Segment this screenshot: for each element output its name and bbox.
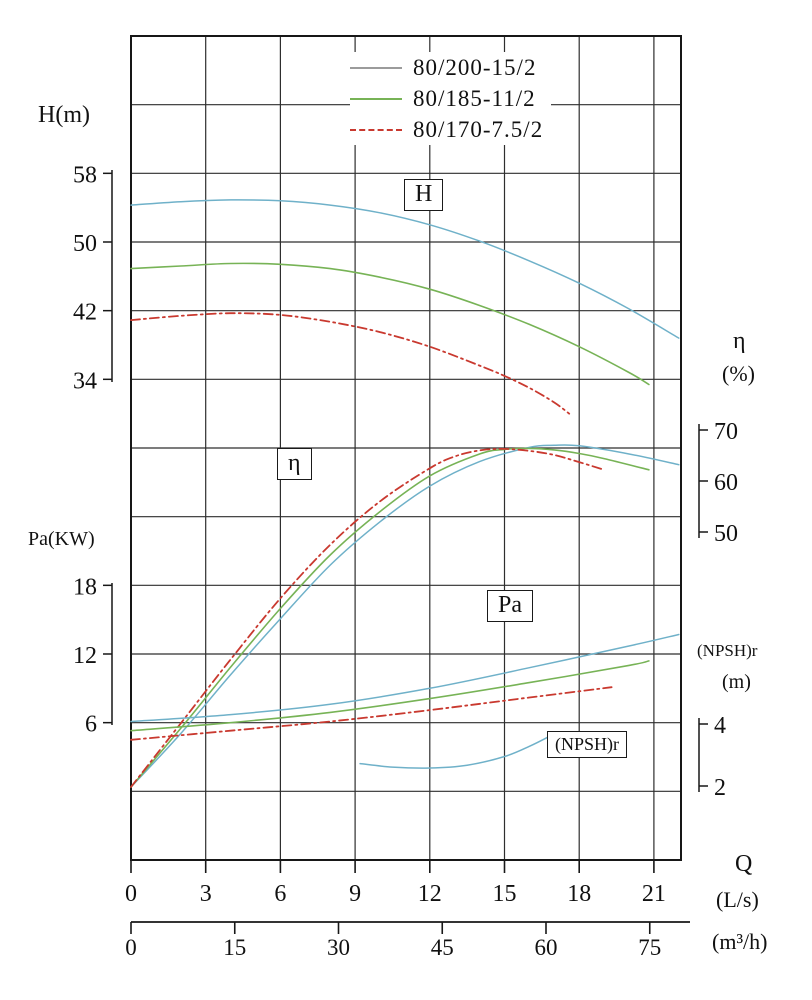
pa-tick-label: 12 [73, 643, 97, 669]
pa-tick-label: 18 [73, 574, 97, 600]
h-tick-label: 42 [73, 300, 97, 326]
q-ls-tick-label: 21 [642, 881, 666, 907]
npsh-tick-label: 4 [714, 713, 726, 739]
q-m3h-axis-unit: (m³/h) [712, 929, 768, 954]
npsh-tick-label: 2 [714, 775, 726, 801]
pa-curve-label: Pa [487, 590, 533, 622]
legend-line-sample [350, 128, 402, 131]
q-m3h-tick-label: 60 [535, 935, 558, 960]
legend-label: 80/200-15/2 [413, 54, 537, 80]
h-tick-label: 58 [73, 162, 97, 188]
eta-tick-label: 50 [714, 521, 738, 547]
eta-axis-unit: (%) [722, 361, 755, 386]
legend-item: 80/200-15/2 [350, 52, 543, 83]
npsh-axis-title: (NPSH)r [697, 641, 758, 660]
curve-Pa-80/200-15/2 [130, 633, 680, 723]
q-m3h-tick-label: 75 [638, 935, 661, 960]
h-axis-title: H(m) [38, 102, 90, 128]
curve-H-80/185-11/2 [130, 262, 650, 386]
legend-line-sample [350, 66, 402, 69]
q-axis-unit: (L/s) [716, 887, 759, 912]
curve-eta-80/200-15/2 [130, 444, 680, 788]
legend-label: 80/185-11/2 [413, 85, 536, 111]
legend-item: 80/185-11/2 [350, 83, 543, 114]
h-curve-label: H [404, 179, 444, 211]
plot-border [130, 35, 682, 861]
npsh-curve-label: (NPSH)r [547, 731, 628, 758]
h-tick-label: 50 [73, 231, 97, 257]
legend-item: 80/170-7.5/2 [350, 114, 543, 145]
q-ls-tick-label: 9 [349, 881, 361, 907]
curve-H-80/200-15/2 [130, 199, 680, 339]
curve-Pa-80/185-11/2 [130, 660, 650, 732]
eta-tick-label: 60 [714, 470, 738, 496]
q-axis-title: Q [735, 851, 753, 877]
q-ls-tick-label: 0 [125, 881, 137, 907]
curve-eta-80/170-7.5/2 [130, 447, 605, 788]
pa-tick-label: 6 [85, 712, 97, 738]
q-m3h-tick-label: 30 [327, 935, 350, 960]
legend: 80/200-15/2 80/185-11/2 80/170-7.5/2 [350, 52, 552, 145]
curve-Pa-80/170-7.5/2 [130, 686, 613, 741]
eta-tick-label: 70 [714, 419, 738, 445]
legend-label: 80/170-7.5/2 [413, 116, 544, 142]
q-m3h-tick-label: 15 [223, 935, 246, 960]
legend-line-sample [350, 97, 402, 100]
q-m3h-tick-label: 45 [431, 935, 454, 960]
q-ls-tick-label: 12 [418, 881, 442, 907]
curve-H-80/170-7.5/2 [130, 312, 571, 415]
q-m3h-tick-label: 0 [125, 935, 137, 960]
q-ls-tick-label: 6 [274, 881, 286, 907]
h-tick-label: 34 [73, 368, 97, 394]
pa-axis-title: Pa(KW) [28, 528, 95, 550]
q-ls-tick-label: 3 [200, 881, 212, 907]
q-ls-tick-label: 18 [567, 881, 591, 907]
eta-axis-title: η [733, 328, 746, 354]
curve-NPSH-80/200-15/2 [359, 735, 551, 769]
q-ls-tick-label: 15 [493, 881, 517, 907]
eta-curve-label: η [277, 448, 312, 480]
npsh-axis-unit: (m) [722, 671, 751, 693]
curve-eta-80/185-11/2 [130, 447, 650, 788]
